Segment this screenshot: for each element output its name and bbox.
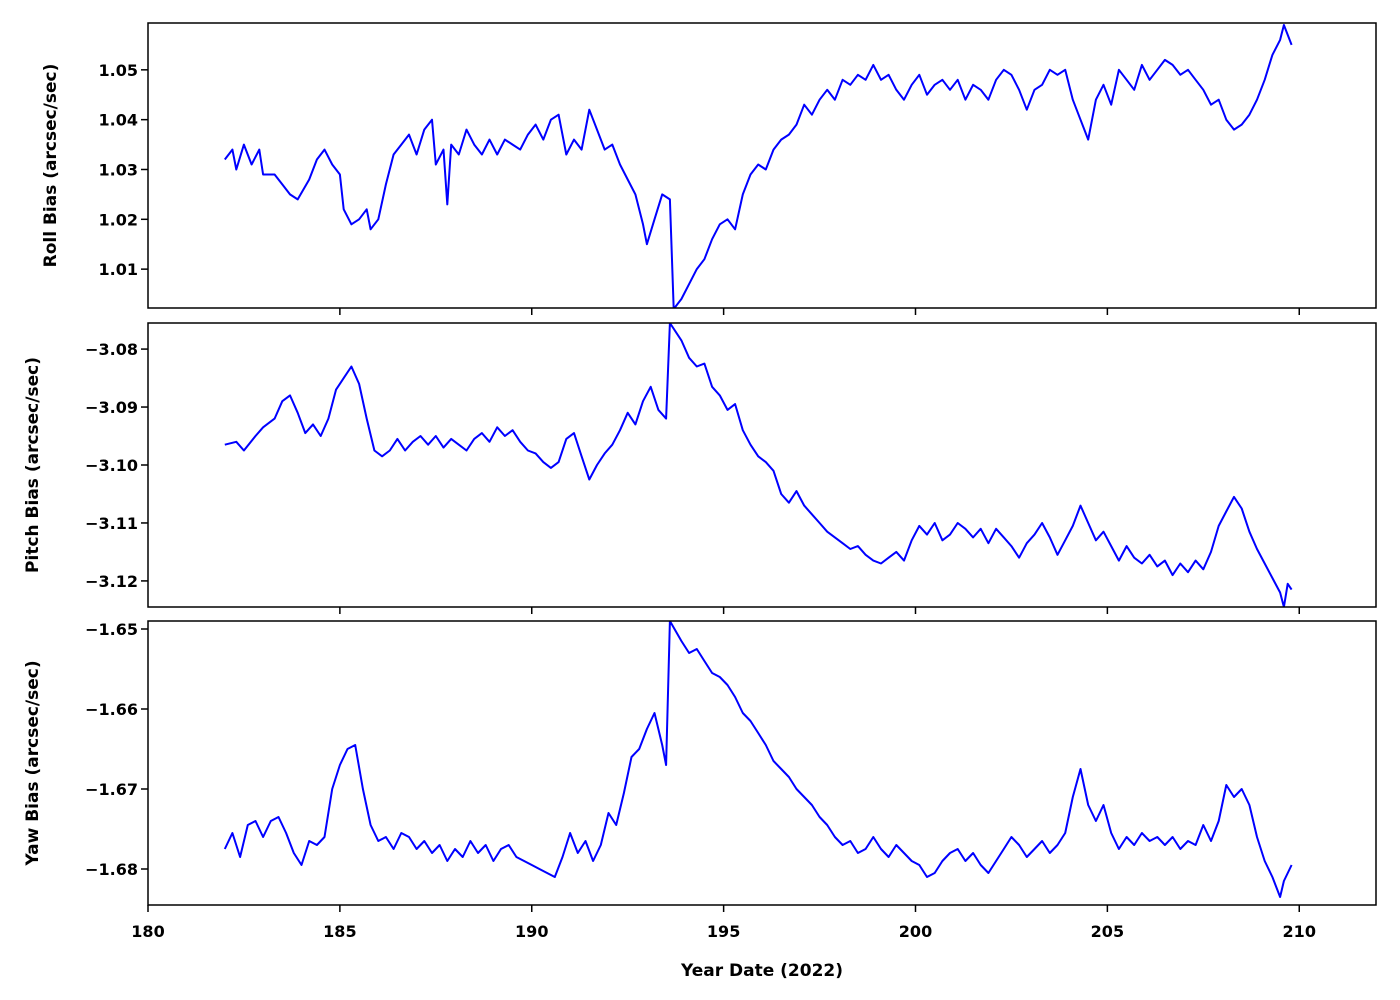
yaw-ytick-label: −1.68 xyxy=(85,860,138,879)
pitch-ytick-label: −3.08 xyxy=(85,340,138,359)
yaw-ytick-label: −1.66 xyxy=(85,700,138,719)
roll-ytick-label: 1.04 xyxy=(99,111,138,130)
yaw-xtick-label: 180 xyxy=(131,922,164,941)
roll-bias-ylabel: Roll Bias (arcsec/sec) xyxy=(41,64,61,268)
pitch-bias-ylabel: Pitch Bias (arcsec/sec) xyxy=(23,357,43,573)
roll-plot-frame xyxy=(147,22,1377,309)
roll-bias-series-line xyxy=(224,24,1293,308)
pitch-ytick-label: −3.09 xyxy=(85,398,138,417)
pitch-bias-series-line xyxy=(224,323,1293,607)
yaw-xtick-label: 190 xyxy=(515,922,548,941)
pitch-bias-panel: −3.12 −3.11 −3.10 −3.09 −3.08 Pitch Bias (arc… xyxy=(23,322,1377,614)
yaw-xtick-label: 195 xyxy=(707,922,740,941)
pitch-ytick-label: −3.11 xyxy=(85,514,138,533)
pitch-ytick-label: −3.10 xyxy=(85,456,138,475)
roll-ytick-label: 1.01 xyxy=(99,260,138,279)
yaw-xtick-label: 185 xyxy=(323,922,356,941)
yaw-xtick-label: 200 xyxy=(899,922,932,941)
yaw-bias-series-line xyxy=(223,621,1293,898)
roll-ytick-label: 1.05 xyxy=(99,61,138,80)
yaw-xtick-label: 210 xyxy=(1283,922,1316,941)
yaw-ytick-label: −1.67 xyxy=(85,780,138,799)
yaw-ytick-label: −1.65 xyxy=(85,620,138,639)
roll-ytick-label: 1.03 xyxy=(99,160,138,179)
yaw-xtick-label: 205 xyxy=(1091,922,1124,941)
roll-ytick-label: 1.02 xyxy=(99,210,138,229)
pitch-ytick-label: −3.12 xyxy=(85,572,138,591)
yaw-bias-panel: −1.68 −1.67 −1.66 −1.65 180 185 190 195 200 205 21… xyxy=(23,620,1377,981)
roll-bias-panel: 1.01 1.02 1.03 1.04 1.05 Roll Bias (arcsec/se… xyxy=(41,22,1377,315)
yaw-bias-ylabel: Yaw Bias (arcsec/sec) xyxy=(23,660,43,866)
year-date-xlabel: Year Date (2022) xyxy=(680,961,843,981)
yaw-plot-frame xyxy=(147,620,1377,906)
